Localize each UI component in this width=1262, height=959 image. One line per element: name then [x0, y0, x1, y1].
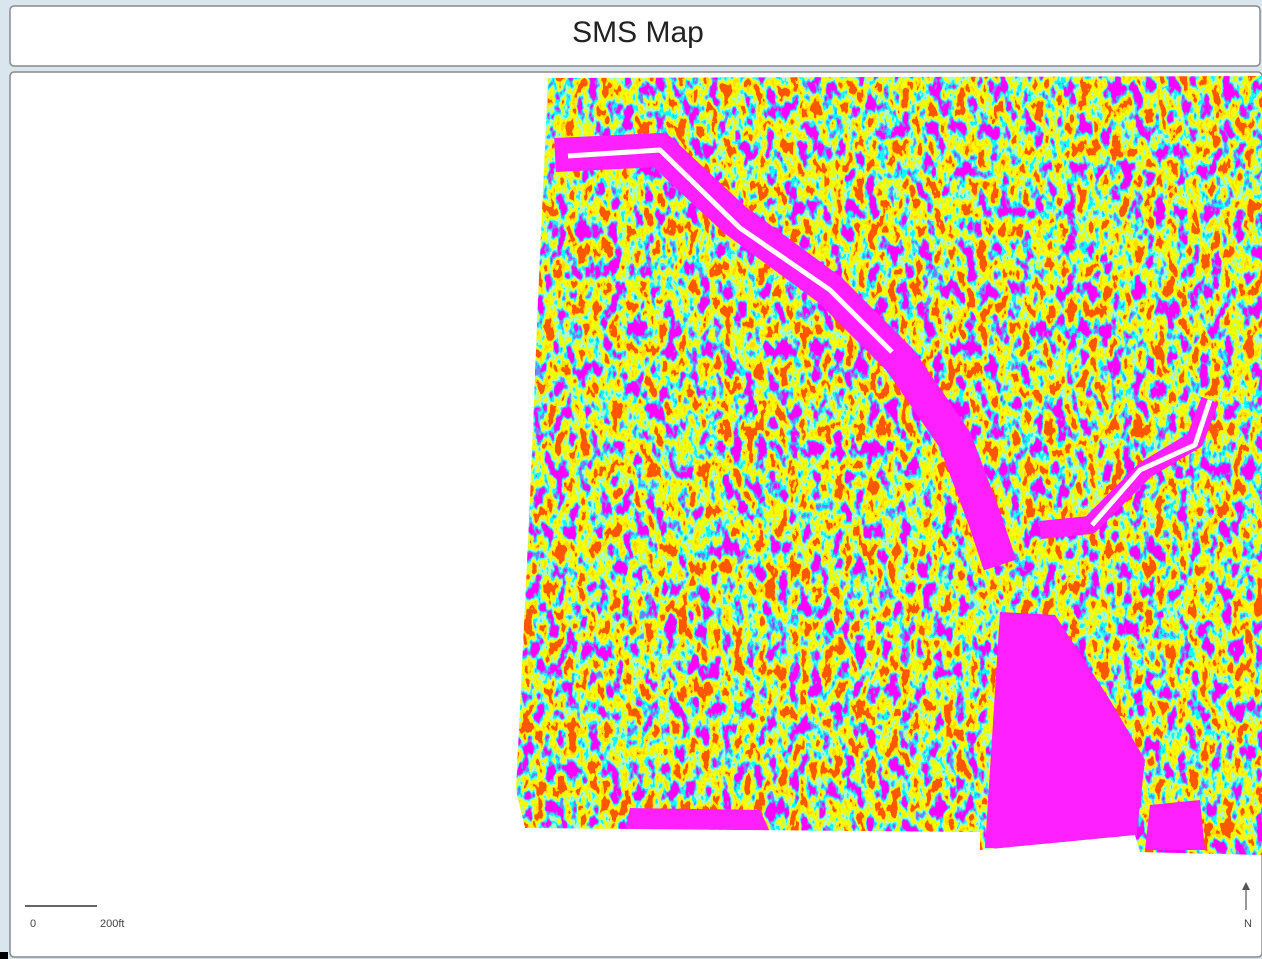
corner-marker: [0, 952, 8, 959]
scale-start: 0: [30, 918, 36, 930]
wet-area: [625, 808, 770, 832]
north-arrow-head: [1242, 882, 1250, 890]
north-label: N: [1244, 918, 1252, 930]
stream-line: [567, 147, 894, 354]
wet-area: [1145, 800, 1205, 850]
field-raster: [516, 76, 1262, 855]
stream-line: [1090, 399, 1213, 527]
wet-area: [985, 612, 1145, 850]
title: SMS Map: [572, 16, 704, 49]
title-bar: [9, 5, 1261, 67]
scale-end: 200ft: [100, 918, 124, 930]
